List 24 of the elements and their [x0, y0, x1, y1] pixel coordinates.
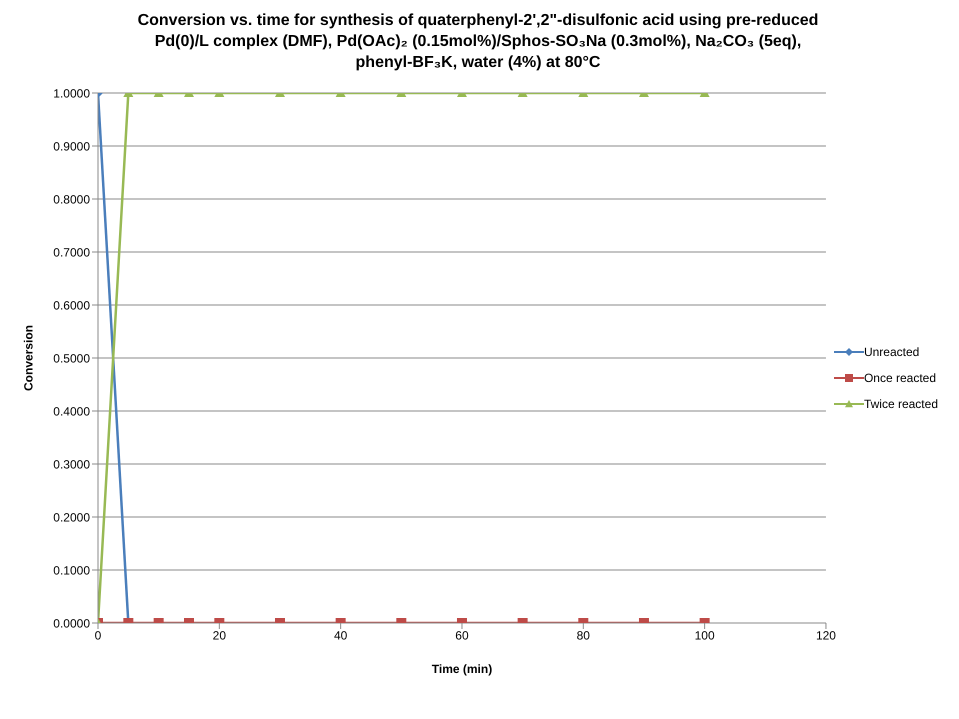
x-axis-title: Time (min)	[432, 662, 492, 676]
y-tick-label: 0.7000	[53, 245, 90, 260]
y-tick-label: 0.2000	[53, 510, 90, 524]
y-tick-label: 0.1000	[53, 563, 90, 578]
x-tick-label: 120	[816, 628, 836, 643]
legend-label: Twice reacted	[864, 397, 938, 411]
y-tick-label: 0.3000	[53, 457, 90, 472]
y-axis-title: Conversion	[21, 324, 36, 392]
x-tick-label: 40	[334, 628, 348, 643]
x-tick-label: 20	[212, 628, 226, 643]
legend-label: Unreacted	[864, 345, 920, 359]
y-tick-label: 0.8000	[53, 192, 90, 206]
chart-title: Conversion vs. time for synthesis of quaterphenyl-2',2"-disulfonic acid using pre-reduced Pd(0)/L complex (DMF), Pd(OAc)₂ (0.15mol%)/Sphos-SO₃Na (0.3mol%), Na₂CO₃ (5eq), phenyl-BF₃K, water (4%) at 80°C	[136, 11, 820, 73]
x-tick-label: 60	[455, 628, 469, 643]
x-tick-label: 0	[94, 628, 102, 643]
x-tick-label: 80	[576, 628, 590, 643]
y-tick-label: 0.5000	[53, 351, 90, 366]
x-tick-label: 100	[694, 628, 715, 643]
y-tick-label: 0.9000	[53, 139, 90, 154]
y-tick-label: 0.6000	[53, 298, 90, 312]
y-tick-label: 0.0000	[53, 616, 90, 630]
y-tick-label: 0.4000	[53, 404, 90, 418]
legend-label: Once reacted	[864, 371, 936, 385]
y-tick-label: 1.0000	[53, 86, 90, 100]
